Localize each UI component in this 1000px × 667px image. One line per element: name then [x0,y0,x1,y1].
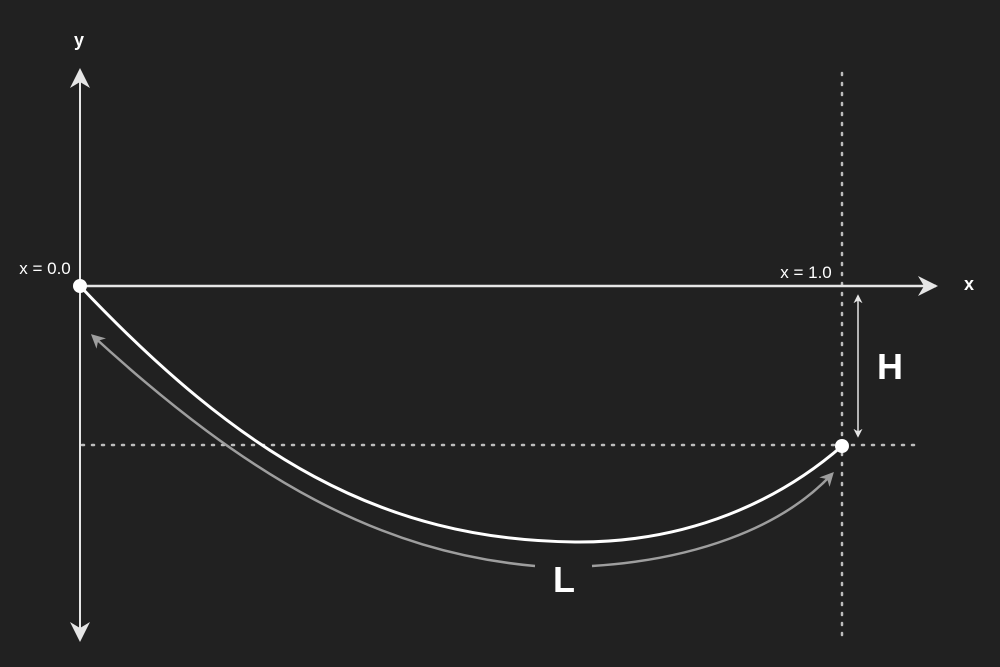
length-label: L [553,559,575,600]
end-point [835,439,849,453]
arc-length-arrow-left [90,334,536,568]
start-point [73,279,87,293]
hanging-curve [78,284,843,544]
y-axis-label: y [74,30,84,50]
height-label: H [877,346,903,387]
arc-length-arrow-right [591,471,834,568]
end-point-label: x = 1.0 [780,263,832,282]
x-axis-label: x [964,274,974,294]
start-point-label: x = 0.0 [19,259,71,278]
